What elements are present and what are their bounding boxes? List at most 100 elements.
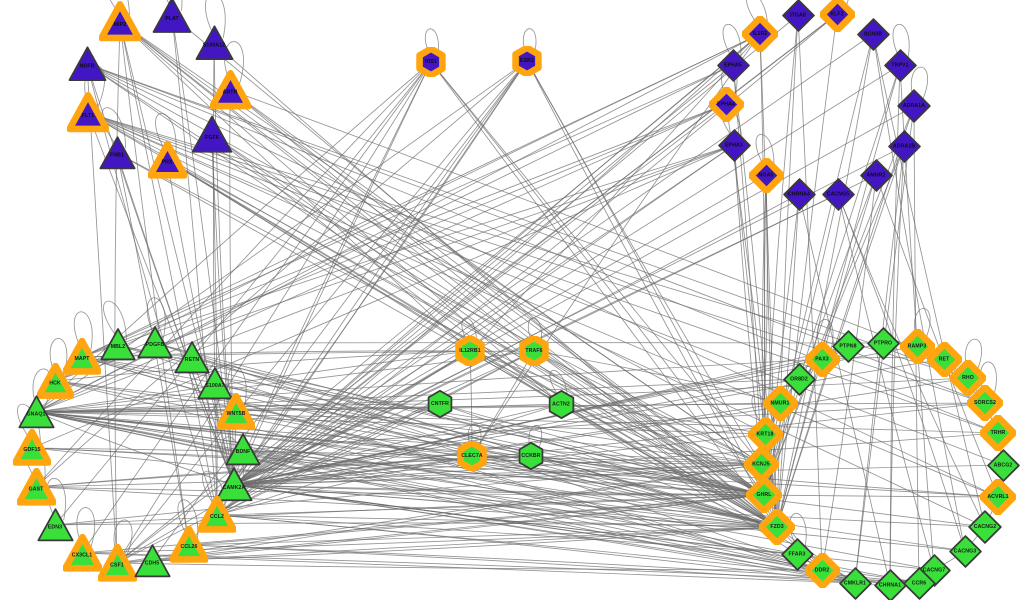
triangle-shape bbox=[100, 328, 136, 361]
diamond-shape bbox=[838, 566, 872, 600]
triangle-shape bbox=[217, 393, 255, 430]
graph-node-epha5[interactable]: EPHA5 bbox=[716, 48, 751, 83]
graph-node-ghrl[interactable]: GHRL bbox=[746, 477, 782, 513]
graph-node-ris1[interactable]: RIS1 bbox=[416, 47, 446, 77]
triangle-shape bbox=[209, 69, 251, 109]
graph-node-traf6[interactable]: TRAF6 bbox=[519, 336, 549, 366]
diamond-shape bbox=[782, 362, 816, 396]
graph-node-gnaq1[interactable]: GNAQ1 bbox=[17, 393, 56, 432]
graph-node-wnt5b[interactable]: WNT5B bbox=[217, 393, 255, 431]
graph-node-nga5[interactable]: NGA5 bbox=[748, 157, 784, 193]
graph-node-cntfr[interactable]: CNTFR bbox=[425, 389, 455, 419]
diamond-shape bbox=[902, 566, 936, 600]
graph-node-cacng5[interactable]: CACNG5 bbox=[821, 177, 856, 212]
graph-node-amhr2[interactable]: AMHR2 bbox=[859, 158, 894, 193]
graph-node-pdgfb[interactable]: PDGFB bbox=[136, 324, 174, 362]
graph-node-trpv1[interactable]: TRPV1 bbox=[883, 48, 918, 83]
diamond-shape bbox=[746, 477, 782, 513]
graph-node-cckbr[interactable]: CCKBR bbox=[516, 441, 546, 471]
hexagon-shape bbox=[455, 336, 485, 366]
graph-node-prx[interactable]: PRX bbox=[147, 140, 187, 180]
diamond-shape bbox=[780, 537, 814, 571]
graph-node-ccr6[interactable]: CCR6 bbox=[902, 566, 937, 600]
triangle-shape bbox=[170, 526, 208, 563]
graph-node-nmur1[interactable]: NMUR1 bbox=[762, 385, 798, 421]
diamond-shape bbox=[781, 0, 815, 32]
triangle-shape bbox=[215, 467, 253, 502]
triangle-shape bbox=[13, 429, 51, 466]
graph-node-cmklr1[interactable]: CMKLR1 bbox=[838, 566, 873, 600]
triangle-shape bbox=[98, 135, 136, 169]
diamond-shape bbox=[708, 86, 744, 122]
diamond-shape bbox=[866, 326, 900, 360]
triangle-shape bbox=[195, 24, 233, 60]
graph-node-klf2[interactable]: KLF2 bbox=[819, 0, 855, 32]
graph-node-fnb1[interactable]: FNB1 bbox=[98, 134, 137, 173]
diamond-shape bbox=[819, 0, 855, 32]
triangle-shape bbox=[62, 533, 102, 572]
triangle-shape bbox=[191, 115, 233, 153]
graph-node-s100a12[interactable]: S100A12 bbox=[194, 23, 235, 64]
triangle-shape bbox=[225, 433, 261, 466]
graph-node-artn[interactable]: ARTN bbox=[209, 69, 251, 111]
diamond-shape bbox=[759, 509, 795, 545]
graph-node-ngfr[interactable]: NGFR bbox=[67, 44, 108, 85]
graph-node-ddr2[interactable]: DDR2 bbox=[804, 552, 840, 588]
diamond-shape bbox=[899, 328, 935, 364]
diamond-shape bbox=[980, 415, 1016, 451]
graph-node-gdf15[interactable]: GDF15 bbox=[13, 429, 51, 467]
graph-node-bdnf[interactable]: BDNF bbox=[224, 431, 262, 469]
graph-node-clec7a[interactable]: CLEC7A bbox=[457, 441, 487, 471]
diamond-shape bbox=[748, 157, 784, 193]
triangle-shape bbox=[198, 496, 236, 533]
triangle-shape bbox=[152, 0, 192, 33]
graph-node-flt1[interactable]: FLT1 bbox=[67, 92, 109, 134]
triangle-shape bbox=[99, 1, 141, 42]
graph-node-plat[interactable]: PLAT bbox=[151, 0, 193, 37]
diamond-shape bbox=[859, 158, 893, 192]
graph-node-scn3b[interactable]: SCN3B bbox=[856, 17, 891, 52]
graph-node-ptpro[interactable]: PTPRO bbox=[866, 326, 901, 361]
diamond-shape bbox=[967, 385, 1003, 421]
graph-node-epha4[interactable]: EPHA4 bbox=[708, 86, 744, 122]
graph-node-il12rb1[interactable]: IL12RB1 bbox=[455, 336, 485, 366]
graph-node-actn2[interactable]: ACTN2 bbox=[546, 389, 577, 420]
diamond-shape bbox=[717, 128, 751, 162]
diamond-shape bbox=[782, 177, 816, 211]
graph-node-chrna4[interactable]: CHRNA4 bbox=[782, 177, 817, 212]
triangle-shape bbox=[197, 367, 233, 400]
graph-node-trhr[interactable]: TRHR bbox=[980, 415, 1016, 451]
hexagon-shape bbox=[512, 46, 542, 76]
diamond-shape bbox=[831, 329, 865, 363]
triangle-shape bbox=[174, 341, 210, 374]
hexagon-shape bbox=[548, 389, 574, 419]
graph-node-adra1a[interactable]: ADRA1A bbox=[896, 88, 932, 124]
diamond-shape bbox=[873, 568, 907, 600]
triangle-shape bbox=[36, 507, 74, 541]
graph-node-abcg2[interactable]: ABCG2 bbox=[986, 448, 1021, 483]
graph-node-cdh5[interactable]: CDH5 bbox=[133, 542, 172, 581]
graph-node-fgf6[interactable]: FGF6 bbox=[190, 113, 234, 157]
graph-node-mbl2[interactable]: MBL2 bbox=[99, 326, 137, 364]
graph-node-epha3[interactable]: EPHA3 bbox=[717, 128, 752, 163]
graph-node-gast[interactable]: GAST bbox=[16, 467, 56, 507]
diamond-shape bbox=[980, 479, 1016, 515]
diamond-shape bbox=[897, 89, 931, 123]
diamond-shape bbox=[716, 48, 750, 82]
graph-node-esr2[interactable]: ESR2 bbox=[512, 46, 542, 76]
graph-node-ccl26[interactable]: CCL26 bbox=[170, 526, 208, 564]
diamond-shape bbox=[887, 129, 921, 163]
graph-node-cx3cl1[interactable]: CX3CL1 bbox=[62, 533, 102, 573]
diamond-shape bbox=[926, 341, 962, 377]
graph-node-itga8[interactable]: ITGA8 bbox=[781, 0, 816, 33]
graph-node-cacng3[interactable]: CACNG3 bbox=[948, 534, 983, 569]
hexagon-shape bbox=[518, 441, 544, 471]
hexagon-shape bbox=[427, 389, 453, 419]
graph-node-csf1[interactable]: CSF1 bbox=[97, 543, 137, 583]
diamond-shape bbox=[948, 534, 982, 568]
diamond-shape bbox=[804, 341, 840, 377]
diamond-shape bbox=[762, 385, 798, 421]
graph-node-mip2[interactable]: MIP2 bbox=[99, 1, 141, 43]
